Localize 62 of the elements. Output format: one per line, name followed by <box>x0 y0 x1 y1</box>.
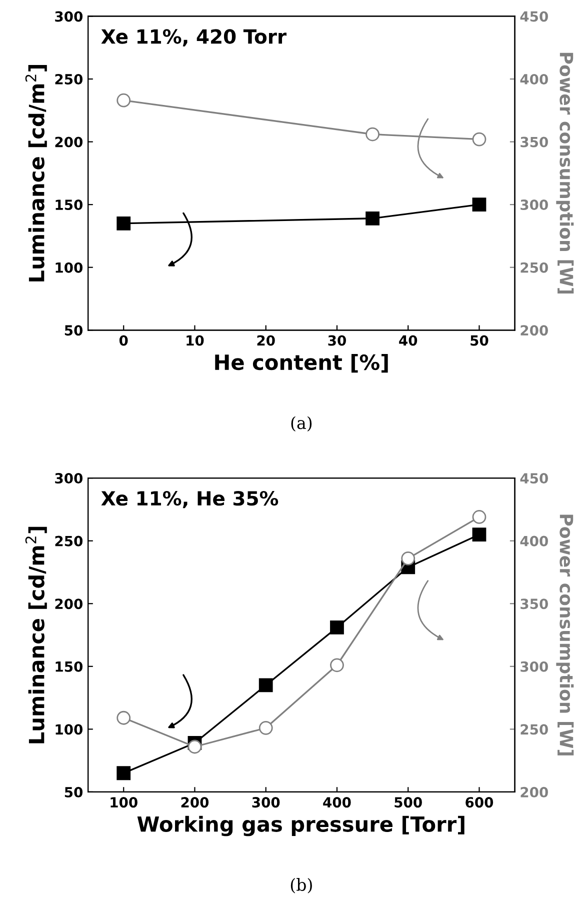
y-tick-label: 150 <box>56 200 83 210</box>
x-tick-label: 600 <box>466 797 494 808</box>
y2-tick-label: 200 <box>520 325 548 336</box>
y2-tick-label: 300 <box>520 661 548 672</box>
point <box>366 211 380 226</box>
point <box>330 658 344 672</box>
y-tick-label: 150 <box>56 661 83 672</box>
y2-tick-label: 400 <box>520 536 548 546</box>
point <box>188 740 202 754</box>
y2-tick-label: 250 <box>520 724 548 735</box>
point <box>472 132 486 146</box>
y2-tick-label: 350 <box>520 136 548 148</box>
point <box>116 710 131 725</box>
y2-tick-label: 250 <box>520 262 548 273</box>
y-tick-label: 100 <box>56 724 83 735</box>
point <box>116 216 131 230</box>
y2-tick-label: 400 <box>520 74 548 84</box>
point <box>366 127 380 142</box>
x-tick-label: 40 <box>399 335 418 346</box>
y-tick-label: 50 <box>64 325 83 336</box>
y2-axis-title: Power consumption [W] <box>556 52 574 294</box>
x-tick-label: 500 <box>394 797 422 808</box>
y2-tick-label: 300 <box>520 200 548 210</box>
y-tick-label: 300 <box>55 11 83 22</box>
y-tick-label: 300 <box>55 473 83 484</box>
point <box>472 510 486 524</box>
point <box>258 720 273 735</box>
point <box>472 198 486 212</box>
x-tick-label: 10 <box>186 335 204 346</box>
x-tick-label: 100 <box>110 797 138 808</box>
point <box>472 528 486 542</box>
y-tick-label: 50 <box>64 786 83 798</box>
x-axis-title: He content [%] <box>215 354 388 373</box>
y2-axis-title: Power consumption [W] <box>556 514 574 756</box>
y-tick-label: 250 <box>55 536 83 546</box>
y2-tick-label: 450 <box>520 11 548 22</box>
x-tick-label: 200 <box>181 797 209 808</box>
y-axis-title: Luminance [cd/m$^{2}$] <box>25 526 47 744</box>
y-tick-label: 100 <box>56 262 83 273</box>
y2-tick-label: 450 <box>520 473 548 484</box>
point <box>330 620 344 634</box>
y-tick-label: 250 <box>55 74 83 84</box>
annotation: Xe 11%, 420 Torr <box>101 29 287 46</box>
x-axis-title: Working gas pressure [Torr] <box>137 816 464 836</box>
text: (a) <box>291 416 312 432</box>
y-tick-label: 200 <box>55 136 83 148</box>
text: (b) <box>290 878 312 894</box>
x-tick-label: 30 <box>328 335 346 346</box>
x-tick-label: 0 <box>119 335 128 346</box>
y-axis-title: Luminance [cd/m$^{2}$] <box>25 65 47 282</box>
y2-tick-label: 350 <box>520 598 548 610</box>
x-tick-label: 20 <box>257 335 275 346</box>
x-tick-label: 300 <box>252 797 280 808</box>
point <box>116 766 131 780</box>
point <box>116 93 131 108</box>
y-tick-label: 200 <box>55 598 83 610</box>
point <box>258 678 273 692</box>
point <box>401 551 416 566</box>
annotation: Xe 11%, He 35% <box>101 490 278 508</box>
y2-tick-label: 200 <box>520 786 548 798</box>
x-tick-label: 400 <box>323 797 351 808</box>
x-tick-label: 50 <box>470 335 488 346</box>
